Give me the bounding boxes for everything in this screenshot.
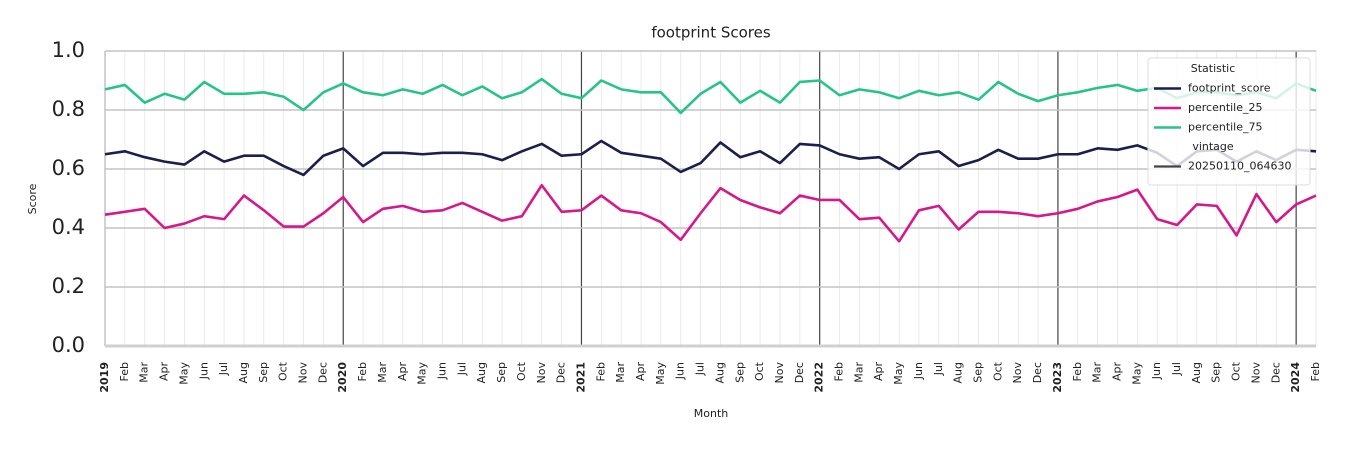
x-tick-label: Feb — [833, 362, 846, 381]
series-line — [104, 183, 1317, 243]
x-tick-label: May — [892, 362, 905, 385]
series-line — [104, 77, 1317, 115]
x-tick-label: May — [1130, 362, 1143, 385]
x-tick-label: 2020 — [336, 362, 349, 393]
x-tick-label: Jul — [932, 362, 945, 376]
legend-label: percentile_25 — [1188, 101, 1263, 114]
x-tick-label: Jun — [435, 362, 448, 380]
x-tick-label: Jun — [912, 362, 925, 380]
x-tick-label: Feb — [356, 362, 369, 381]
x-tick-label: Feb — [1071, 362, 1084, 381]
legend-box — [1147, 57, 1311, 186]
y-tick-label: 0.0 — [52, 333, 85, 357]
x-tick-label: Nov — [535, 362, 548, 384]
x-tick-label: Jul — [1170, 362, 1183, 376]
legend-title: vintage — [1192, 140, 1234, 153]
x-tick-label: Aug — [952, 362, 965, 383]
x-tick-label: Nov — [1011, 362, 1024, 384]
x-tick-label: Aug — [475, 362, 488, 383]
x-tick-label: 2023 — [1051, 362, 1064, 393]
x-tick-label: Oct — [753, 361, 766, 381]
legend-label: footprint_score — [1188, 82, 1271, 95]
x-tick-label: Jul — [217, 362, 230, 376]
x-tick-label: Mar — [614, 362, 627, 383]
x-tick-label: Jun — [1150, 362, 1163, 380]
x-tick-label: Apr — [872, 362, 885, 382]
x-tick-label: Mar — [1091, 362, 1104, 383]
x-tick-label: Apr — [158, 362, 171, 382]
x-tick-label: Sep — [733, 362, 746, 383]
x-tick-label: Apr — [634, 362, 647, 382]
x-tick-label: Oct — [277, 361, 290, 381]
y-tick-label: 1.0 — [52, 38, 85, 62]
y-axis-label: Score — [26, 183, 39, 214]
x-tick-label: Dec — [555, 362, 568, 383]
x-tick-label: May — [416, 362, 429, 385]
x-tick-label: Aug — [237, 362, 250, 383]
x-tick-label: Jul — [455, 362, 468, 376]
x-tick-label: Feb — [594, 362, 607, 381]
x-tick-label: 2024 — [1289, 362, 1302, 393]
x-tick-label: May — [177, 362, 190, 385]
x-tick-label: Sep — [972, 362, 985, 383]
legend-title: Statistic — [1191, 62, 1236, 75]
x-tick-label: 2022 — [813, 362, 826, 393]
x-tick-label: Feb — [118, 362, 131, 381]
x-tick-label: Mar — [138, 362, 151, 383]
x-tick-label: Nov — [1249, 362, 1262, 384]
x-tick-label: Oct — [515, 361, 528, 381]
y-tick-label: 0.8 — [52, 97, 85, 121]
x-tick-label: Oct — [991, 361, 1004, 381]
x-tick-label: Jul — [694, 362, 707, 376]
x-tick-label: Sep — [1210, 362, 1223, 383]
x-tick-label: Dec — [316, 362, 329, 383]
series-line — [104, 139, 1317, 177]
legend-label: percentile_75 — [1188, 121, 1263, 134]
x-tick-label: Aug — [713, 362, 726, 383]
x-tick-label: Sep — [495, 362, 508, 383]
y-tick-label: 0.2 — [52, 274, 85, 298]
chart-title: footprint Scores — [651, 24, 771, 42]
x-tick-label: May — [654, 362, 667, 385]
x-tick-label: Nov — [773, 362, 786, 384]
x-tick-label: Oct — [1230, 361, 1243, 381]
x-axis-label: Month — [694, 407, 729, 420]
x-tick-label: Apr — [396, 362, 409, 382]
x-tick-label: Apr — [1110, 362, 1123, 382]
x-tick-label: Jun — [197, 362, 210, 380]
x-tick-label: Sep — [257, 362, 270, 383]
x-tick-label: Dec — [1031, 362, 1044, 383]
x-tick-label: 2019 — [98, 362, 111, 393]
x-tick-label: Feb — [1309, 362, 1322, 381]
x-tick-label: Nov — [297, 362, 310, 384]
x-tick-label: Dec — [793, 362, 806, 383]
legend-label: 20250110_064630 — [1188, 160, 1291, 173]
x-tick-label: Aug — [1190, 362, 1203, 383]
x-tick-label: Mar — [852, 362, 865, 383]
y-tick-label: 0.4 — [52, 215, 85, 239]
y-tick-label: 0.6 — [52, 156, 85, 180]
x-tick-label: Dec — [1269, 362, 1282, 383]
x-tick-label: Mar — [376, 362, 389, 383]
x-tick-label: 2021 — [574, 362, 587, 393]
x-tick-label: Jun — [674, 362, 687, 380]
